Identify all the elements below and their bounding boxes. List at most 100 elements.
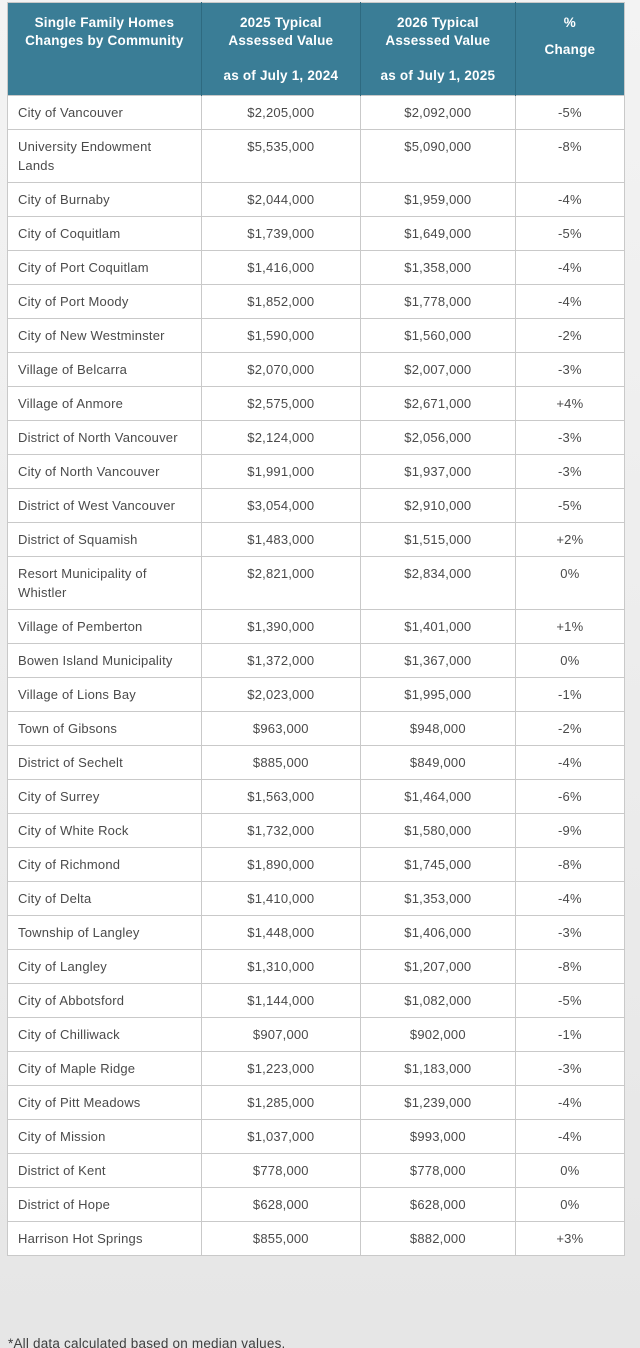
value-2025-cell: $778,000 <box>200 1153 361 1188</box>
value-2026-cell: $902,000 <box>359 1017 516 1052</box>
table-row: City of North Vancouver $1,991,000 $1,937,… <box>7 454 626 489</box>
value-2025-cell: $1,390,000 <box>200 609 361 644</box>
percent-change-cell: +1% <box>514 609 626 644</box>
community-cell: City of Port Moody <box>7 284 202 319</box>
community-cell: Resort Municipality of Whistler <box>7 556 202 610</box>
value-2025-cell: $963,000 <box>200 711 361 746</box>
community-cell: City of North Vancouver <box>7 454 202 489</box>
community-cell: City of New Westminster <box>7 318 202 353</box>
community-cell: City of Coquitlam <box>7 216 202 251</box>
table-row: Village of Pemberton $1,390,000 $1,401,000… <box>7 609 626 644</box>
value-2026-cell: $1,560,000 <box>359 318 516 353</box>
value-2026-cell: $1,995,000 <box>359 677 516 712</box>
community-cell: City of Delta <box>7 881 202 916</box>
percent-change-cell: 0% <box>514 1153 626 1188</box>
column-header-2026-value: 2026 Typical Assessed Value as of July 1… <box>359 2 516 96</box>
column-header-community-label: Single Family Homes Changes by Community <box>25 15 184 48</box>
table-row: City of Chilliwack $907,000 $902,000 -1% <box>7 1017 626 1052</box>
percent-change-cell: -2% <box>514 318 626 353</box>
community-cell: City of Surrey <box>7 779 202 814</box>
community-cell: City of Richmond <box>7 847 202 882</box>
percent-change-cell: -1% <box>514 677 626 712</box>
percent-change-cell: +4% <box>514 386 626 421</box>
percent-change-cell: 0% <box>514 556 626 610</box>
percent-change-cell: -5% <box>514 216 626 251</box>
value-2026-cell: $1,464,000 <box>359 779 516 814</box>
value-2025-cell: $1,739,000 <box>200 216 361 251</box>
percent-change-cell: +2% <box>514 522 626 557</box>
table-row: Town of Gibsons $963,000 $948,000 -2% <box>7 711 626 746</box>
community-cell: Township of Langley <box>7 915 202 950</box>
value-2026-cell: $778,000 <box>359 1153 516 1188</box>
percent-change-cell: -5% <box>514 488 626 523</box>
value-2026-cell: $1,406,000 <box>359 915 516 950</box>
percent-change-cell: -3% <box>514 420 626 455</box>
table-row: City of Port Moody $1,852,000 $1,778,000 -4… <box>7 284 626 319</box>
column-header-2025-label: 2025 Typical Assessed Value <box>228 15 334 48</box>
community-cell: City of Burnaby <box>7 182 202 217</box>
value-2026-cell: $1,778,000 <box>359 284 516 319</box>
header-row: Single Family Homes Changes by Community… <box>7 2 625 96</box>
value-2026-cell: $1,937,000 <box>359 454 516 489</box>
percent-change-cell: -8% <box>514 949 626 984</box>
value-2025-cell: $1,410,000 <box>200 881 361 916</box>
value-2025-cell: $1,590,000 <box>200 318 361 353</box>
table-row: City of Richmond $1,890,000 $1,745,000 -8% <box>7 847 626 882</box>
value-2025-cell: $2,124,000 <box>200 420 361 455</box>
table-row: District of North Vancouver $2,124,000 $2,… <box>7 420 626 455</box>
value-2026-cell: $2,007,000 <box>359 352 516 387</box>
value-2026-cell: $1,082,000 <box>359 983 516 1018</box>
table-row: District of West Vancouver $3,054,000 $2,9… <box>7 488 626 523</box>
table-body: City of Vancouver $2,205,000 $2,092,000 -5%… <box>7 95 626 1256</box>
value-2025-cell: $855,000 <box>200 1221 361 1256</box>
percent-change-cell: 0% <box>514 643 626 678</box>
value-2025-cell: $1,416,000 <box>200 250 361 285</box>
community-cell: Harrison Hot Springs <box>7 1221 202 1256</box>
table-row: City of Langley $1,310,000 $1,207,000 -8% <box>7 949 626 984</box>
community-cell: Bowen Island Municipality <box>7 643 202 678</box>
assessment-table-container: Single Family Homes Changes by Community… <box>7 2 626 1256</box>
table-row: City of New Westminster $1,590,000 $1,560,… <box>7 318 626 353</box>
table-row: City of White Rock $1,732,000 $1,580,000 -9… <box>7 813 626 848</box>
percent-change-cell: -2% <box>514 711 626 746</box>
community-cell: District of Sechelt <box>7 745 202 780</box>
table-row: City of Maple Ridge $1,223,000 $1,183,000-… <box>7 1051 626 1086</box>
community-cell: District of Hope <box>7 1187 202 1222</box>
footnote: *All data calculated based on median val… <box>8 1336 286 1348</box>
value-2025-cell: $2,023,000 <box>200 677 361 712</box>
table-row: Township of Langley $1,448,000 $1,406,000-… <box>7 915 626 950</box>
percent-change-cell: -8% <box>514 129 626 183</box>
table-row: District of Kent $778,000 $778,000 0% <box>7 1153 626 1188</box>
percent-change-cell: -4% <box>514 284 626 319</box>
value-2025-cell: $2,575,000 <box>200 386 361 421</box>
value-2026-cell: $1,353,000 <box>359 881 516 916</box>
community-cell: Town of Gibsons <box>7 711 202 746</box>
table-row: District of Sechelt $885,000 $849,000 -4% <box>7 745 626 780</box>
percent-change-cell: 0% <box>514 1187 626 1222</box>
value-2025-cell: $907,000 <box>200 1017 361 1052</box>
community-cell: City of Pitt Meadows <box>7 1085 202 1120</box>
community-cell: District of Squamish <box>7 522 202 557</box>
value-2025-cell: $1,991,000 <box>200 454 361 489</box>
column-header-percent-label: % <box>563 15 576 30</box>
value-2026-cell: $628,000 <box>359 1187 516 1222</box>
percent-change-cell: -3% <box>514 915 626 950</box>
value-2025-cell: $885,000 <box>200 745 361 780</box>
value-2025-cell: $1,483,000 <box>200 522 361 557</box>
table-row: Bowen Island Municipality $1,372,000 $1,36… <box>7 643 626 678</box>
value-2025-cell: $628,000 <box>200 1187 361 1222</box>
community-cell: District of North Vancouver <box>7 420 202 455</box>
column-header-community: Single Family Homes Changes by Community <box>7 2 202 96</box>
community-cell: City of Chilliwack <box>7 1017 202 1052</box>
community-cell: City of Vancouver <box>7 95 202 130</box>
percent-change-cell: -4% <box>514 1119 626 1154</box>
percent-change-cell: +3% <box>514 1221 626 1256</box>
value-2026-cell: $2,834,000 <box>359 556 516 610</box>
value-2025-cell: $1,372,000 <box>200 643 361 678</box>
table-row: District of Hope $628,000 $628,000 0% <box>7 1187 626 1222</box>
community-cell: City of Abbotsford <box>7 983 202 1018</box>
value-2026-cell: $2,671,000 <box>359 386 516 421</box>
table-row: Village of Belcarra $2,070,000 $2,007,000-… <box>7 352 626 387</box>
column-header-2025-value: 2025 Typical Assessed Value as of July 1… <box>200 2 361 96</box>
value-2026-cell: $948,000 <box>359 711 516 746</box>
